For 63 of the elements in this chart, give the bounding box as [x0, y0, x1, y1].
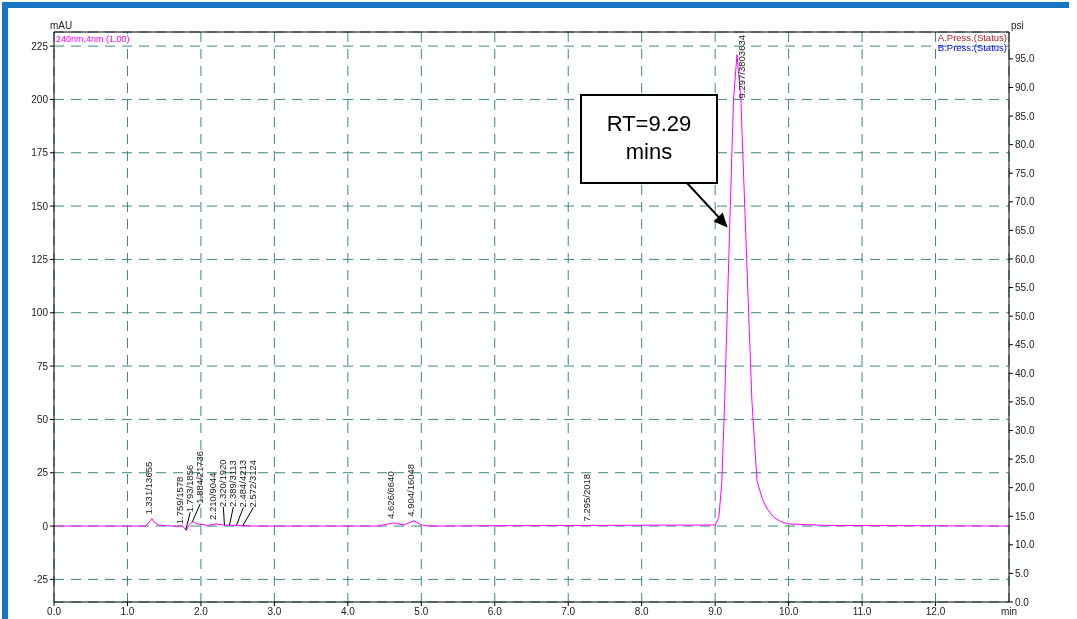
y2-tick-label: 70.0 [1015, 196, 1035, 208]
annotation: 2.320/1920 [217, 459, 229, 507]
annotation: 1.331/13655 [142, 461, 154, 515]
y2-tick-label: 85.0 [1015, 110, 1035, 122]
y-tick-label: 200 [31, 93, 49, 105]
x-tick-label: 11.0 [852, 606, 872, 618]
x-tick-label: 5.0 [414, 606, 429, 618]
x-axis-title: min [1000, 606, 1018, 617]
x-tick-label: 2.0 [193, 606, 209, 618]
y-tick-label: 100 [31, 307, 49, 319]
annotation: 1.793/1856 [184, 464, 196, 513]
y2-tick-label: 15.0 [1015, 510, 1035, 522]
y2-tick-label: 50.0 [1015, 310, 1035, 322]
y2-axis-title: psi [1011, 20, 1024, 31]
y2-tick-label: 80.0 [1015, 139, 1035, 151]
x-tick-label: 1.0 [120, 606, 135, 618]
x-tick-label: 7.0 [561, 606, 576, 618]
annotation: 1.759/1578 [174, 476, 186, 525]
y2-tick-label: 65.0 [1015, 224, 1035, 236]
x-tick-label: 6.0 [487, 606, 503, 618]
x-tick-label: 9.0 [708, 606, 723, 618]
y2-tick-label: 10.0 [1015, 539, 1035, 551]
x-tick-label: 4.0 [340, 606, 356, 618]
y-tick-label: 75 [36, 360, 49, 372]
y2-tick-label: 75.0 [1015, 167, 1035, 179]
legend-label: A.Press.(Status) [937, 32, 1007, 43]
y2-tick-label: 0.0 [1015, 596, 1030, 608]
y2-tick-label: 90.0 [1015, 82, 1035, 94]
y-tick-label: 25 [36, 467, 49, 479]
x-tick-label: 8.0 [634, 606, 650, 618]
y-tick-label: 125 [31, 253, 49, 265]
y-tick-label: 150 [31, 200, 49, 212]
annotation: 2.210/9044 [207, 472, 219, 520]
y2-tick-label: 60.0 [1015, 253, 1035, 265]
annotation: 4.904/16048 [405, 463, 417, 517]
y-tick-label: 175 [31, 147, 49, 159]
legend-label: B.Press.(Status) [937, 42, 1007, 53]
x-tick-label: 3.0 [267, 606, 282, 618]
annotation: 4.626/6640 [384, 471, 396, 519]
y2-tick-label: 5.0 [1015, 567, 1030, 579]
y2-tick-label: 20.0 [1015, 482, 1035, 494]
y-tick-label: 0 [42, 520, 49, 532]
annotation: 2.389/3113 [227, 460, 239, 507]
y2-tick-label: 55.0 [1015, 282, 1035, 294]
y-tick-label: -25 [33, 573, 49, 585]
annotation: 1.884/21736 [194, 450, 206, 504]
y2-tick-label: 40.0 [1015, 367, 1035, 379]
y-tick-label: 50 [36, 413, 49, 425]
y-tick-label: 225 [31, 40, 49, 52]
y2-tick-label: 25.0 [1015, 453, 1035, 465]
x-tick-label: 10.0 [778, 606, 799, 618]
annotation: 2.572/3124 [247, 459, 259, 508]
y2-tick-label: 45.0 [1015, 339, 1035, 351]
x-tick-label: 0.0 [47, 606, 62, 618]
y-axis-title: mAU [50, 20, 73, 31]
annotation: 9.297/3803634 [735, 35, 747, 99]
annotation: RT=9.29 mins [606, 111, 692, 164]
annotation: 2.484/4213 [237, 459, 249, 508]
y2-tick-label: 35.0 [1015, 396, 1035, 408]
y2-tick-label: 95.0 [1015, 53, 1035, 65]
x-tick-label: 12.0 [925, 606, 946, 618]
y2-tick-label: 30.0 [1015, 425, 1035, 437]
annotation: 7.295/2018 [580, 473, 592, 522]
